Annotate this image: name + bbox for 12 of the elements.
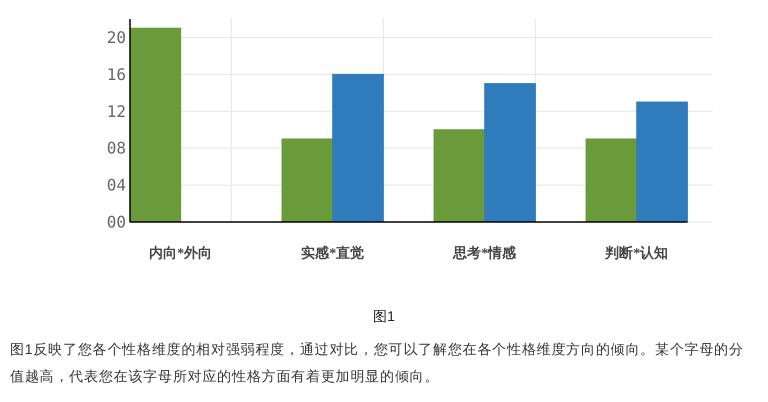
- y-tick-label: 16: [106, 64, 126, 84]
- caption: 图1反映了您各个性格维度的相对强弱程度，通过对比，您可以了解您在各个性格维度方向的倾向。某个字母的分值越高，代表您在该字母所对应的性格方面有着更加明显的倾向。: [10, 340, 745, 386]
- y-tick-label: 12: [106, 102, 126, 121]
- y-tick-label: 04: [106, 176, 126, 195]
- x-tick-label: 内向*外向: [149, 246, 212, 262]
- x-tick-label: 判断*认知: [604, 246, 668, 262]
- x-tick-label: 实感*直觉: [301, 244, 364, 262]
- caption: 图1: [373, 308, 396, 324]
- x-tick-label: 思考*情感: [452, 246, 518, 262]
- y-tick-label: 08: [106, 138, 126, 158]
- y-tick-label: 20: [106, 28, 126, 47]
- y-tick-label: 00: [106, 212, 126, 232]
